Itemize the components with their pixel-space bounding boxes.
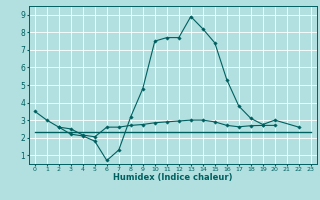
X-axis label: Humidex (Indice chaleur): Humidex (Indice chaleur): [113, 173, 233, 182]
